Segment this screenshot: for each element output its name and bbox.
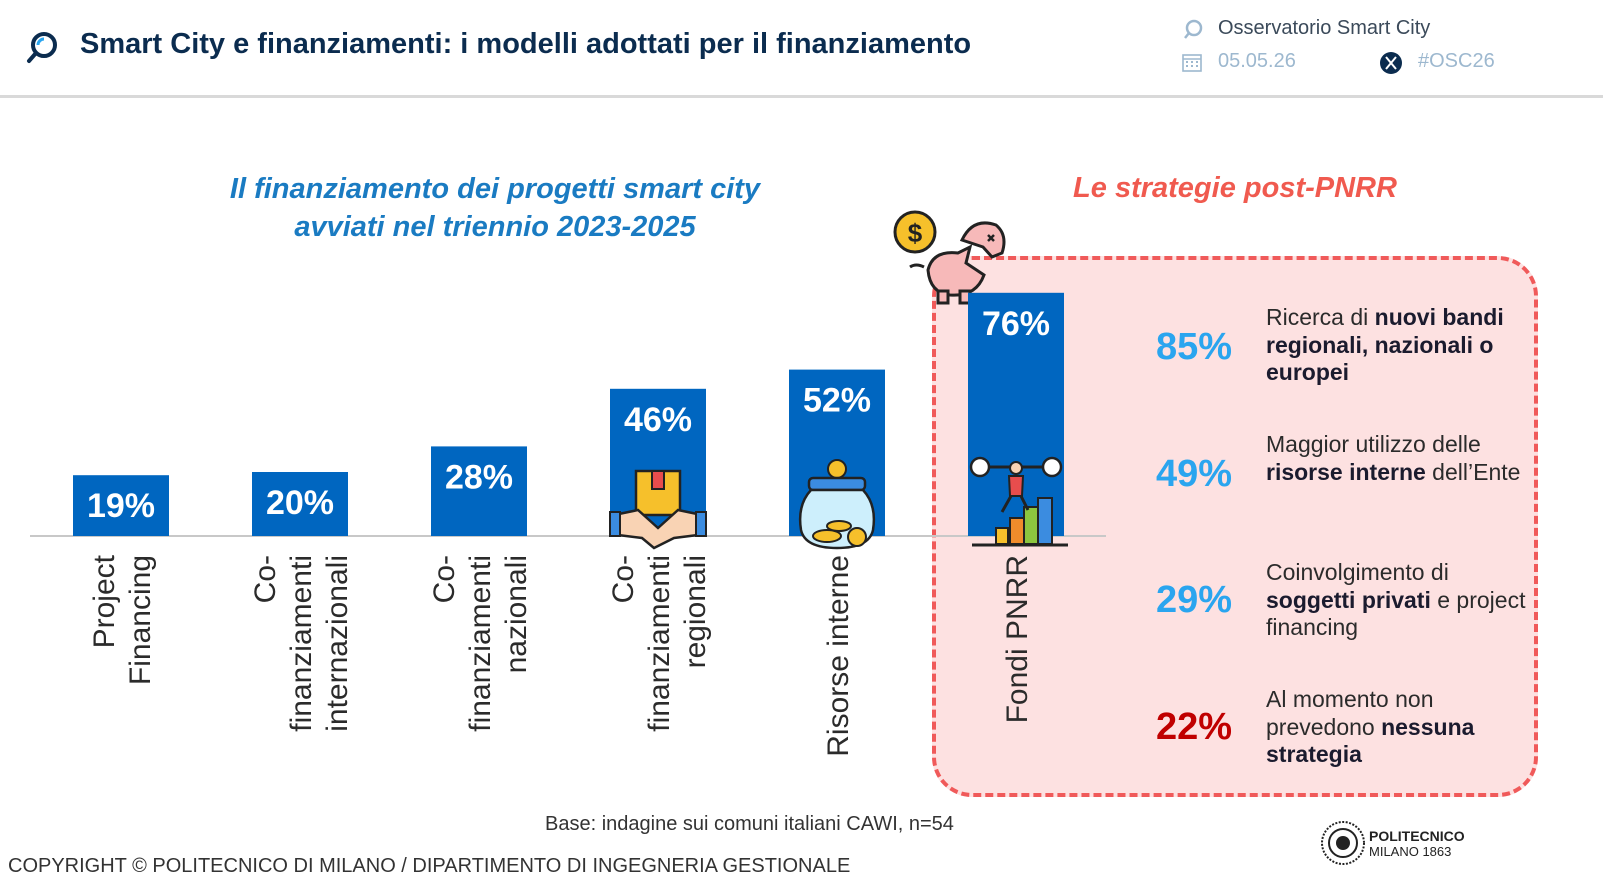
magnifier-logo-icon [27, 32, 57, 63]
category-label-line: internazionali [321, 555, 354, 732]
coin-jar-icon [798, 459, 876, 550]
strategy-text-part: Ricerca di [1266, 304, 1375, 330]
strategy-highlight: nessuna strategia [1266, 713, 1475, 768]
category-label: Co-finanziamenti internazionali [249, 555, 354, 732]
weightlifter-growth-icon [969, 456, 1068, 547]
category-label-line: nazionali [500, 555, 533, 673]
strategy-value-3: 29% [1155, 579, 1232, 621]
category-label: Project Financing [88, 554, 157, 685]
strategy-text-part: e project financing [1266, 586, 1526, 641]
category-label-line: Financing [124, 555, 157, 685]
category-label-line: finanziamenti [464, 555, 497, 732]
base-note: Base: indagine sui comuni italiani CAWI,… [545, 813, 954, 835]
category-label-line: Co- [428, 555, 461, 603]
chart-title-line2: avviati nel triennio 2023-2025 [294, 211, 696, 243]
bar-value-label: 46% [624, 401, 692, 439]
strategy-text-1: Ricerca di nuovi bandi regionali, nazion… [1266, 304, 1536, 387]
category-label: Fondi PNRR [1001, 555, 1034, 723]
bar-value-label: 28% [445, 458, 513, 496]
strategy-highlight: nuovi bandi regionali, nazionali o europ… [1266, 304, 1504, 385]
chart-title-line1: Il finanziamento dei progetti smart city [229, 173, 761, 205]
strategy-highlight: risorse interne [1266, 458, 1426, 485]
category-label-line: Co- [607, 555, 640, 603]
logo-name: POLITECNICO [1369, 828, 1465, 844]
strategy-text-part: Coinvolgimento di [1266, 559, 1449, 585]
bar-value-label: 76% [982, 305, 1050, 343]
strategy-text-part: Al momento non prevedono [1266, 686, 1434, 740]
strategies-title: Le strategie post-PNRR [1073, 172, 1397, 204]
strategy-highlight: soggetti privati [1266, 586, 1431, 613]
strategy-value-4: 22% [1155, 706, 1232, 748]
page-title: Smart City e finanziamenti: i modelli ad… [80, 28, 972, 60]
bar [73, 475, 169, 536]
strategy-value-1: 85% [1155, 326, 1232, 368]
broken-piggy-bank-icon: $ [893, 210, 1006, 305]
strategy-text-part: dell’Ente [1425, 458, 1521, 485]
calendar-icon [1182, 54, 1202, 72]
strategy-text-4: Al momento non prevedono nessuna strateg… [1266, 686, 1536, 769]
category-label-line: Fondi PNRR [1001, 555, 1034, 723]
strategy-text-3: Coinvolgimento di soggetti privati e pro… [1266, 559, 1536, 642]
polimi-seal-icon [1321, 821, 1365, 865]
bar-value-label: 20% [266, 484, 334, 522]
category-label-line: finanziamenti [285, 555, 318, 732]
strategy-text-2: Maggior utilizzo delle risorse interne d… [1266, 431, 1536, 486]
copyright: COPYRIGHT © POLITECNICO DI MILANO / DIPA… [8, 855, 851, 877]
category-label-line: finanziamenti [643, 555, 676, 732]
logo-sub: MILANO 1863 [1369, 844, 1452, 859]
category-label: Co-finanziamenti regionali [607, 555, 712, 732]
chart-title: Il finanziamento dei progetti smart city… [150, 170, 840, 246]
observatory-icon [1184, 19, 1203, 39]
x-logo-icon [1380, 52, 1402, 74]
bar [431, 446, 527, 536]
observatory-name: Osservatorio Smart City [1218, 17, 1431, 39]
hashtag: #OSC26 [1418, 50, 1495, 72]
handshake-box-icon [609, 469, 707, 550]
header: Smart City e finanziamenti: i modelli ad… [0, 0, 1603, 98]
strategy-text-part: Maggior utilizzo delle [1266, 431, 1481, 457]
bar [252, 472, 348, 536]
category-label-line: Risorse interne [822, 555, 855, 757]
category-label: Risorse interne [822, 555, 855, 757]
event-date: 05.05.26 [1218, 50, 1296, 72]
strategy-value-2: 49% [1155, 453, 1232, 495]
category-label-line: Project [88, 554, 121, 648]
bar-value-label: 52% [803, 382, 871, 420]
category-label-line: regionali [679, 555, 712, 668]
category-label-line: Co- [249, 555, 282, 603]
svg-text:$: $ [908, 218, 923, 248]
category-label: Co-finanziamenti nazionali [428, 555, 533, 732]
bar-value-label: 19% [87, 487, 155, 525]
